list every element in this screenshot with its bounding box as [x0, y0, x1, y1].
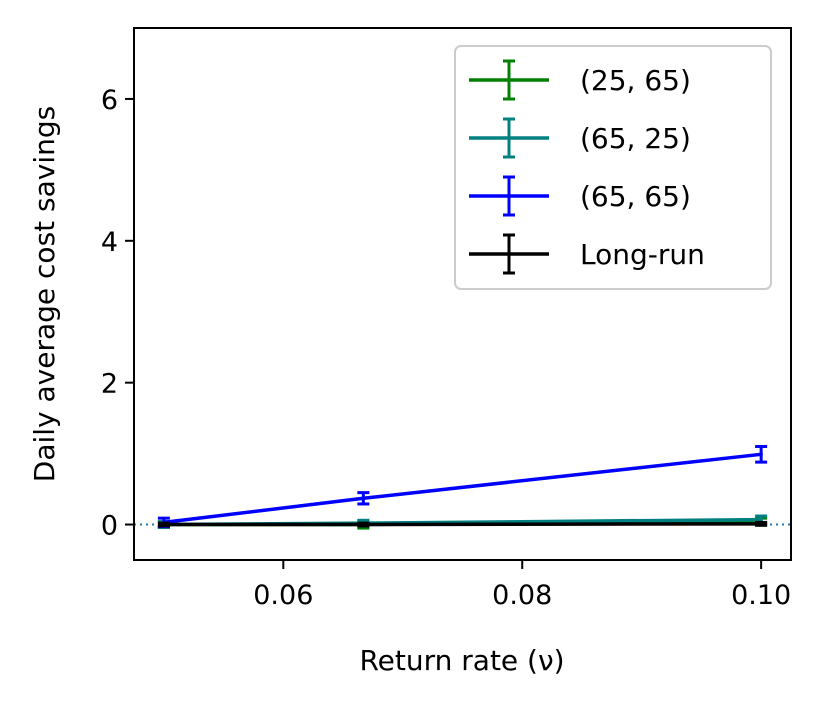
legend-entry: (25, 65)	[469, 59, 691, 101]
legend-entry: (65, 25)	[469, 117, 691, 159]
legend-label: (65, 65)	[580, 180, 691, 213]
plot-frame	[133, 27, 792, 561]
series-long-run	[157, 520, 768, 528]
legend: (25, 65) (65, 25) (65, 65) Long-run	[454, 45, 772, 290]
x-axis-label: Return rate (ν)	[359, 644, 564, 677]
legend-entry: Long-run	[469, 233, 705, 275]
y-tick-label: 2	[101, 369, 118, 400]
series-line	[162, 452, 763, 525]
legend-label: (25, 65)	[580, 64, 691, 97]
y-tick-label: 4	[101, 227, 118, 258]
ticks-layer: 0.06 0.08 0.10 0 2 4 6	[101, 85, 791, 611]
legend-entry: (65, 65)	[469, 175, 691, 217]
y-tick-label: 0	[101, 511, 118, 542]
legend-label: (65, 25)	[580, 122, 691, 155]
series-65-65	[157, 445, 768, 529]
series-line	[162, 522, 763, 527]
series-layer	[157, 445, 768, 530]
legend-label: Long-run	[580, 238, 705, 271]
x-tick-label: 0.06	[253, 580, 313, 611]
y-axis-label: Daily average cost savings	[28, 106, 61, 482]
x-tick-label: 0.08	[492, 580, 552, 611]
legend-box	[454, 45, 772, 290]
y-tick-label: 6	[101, 85, 118, 116]
x-tick-label: 0.10	[731, 580, 791, 611]
